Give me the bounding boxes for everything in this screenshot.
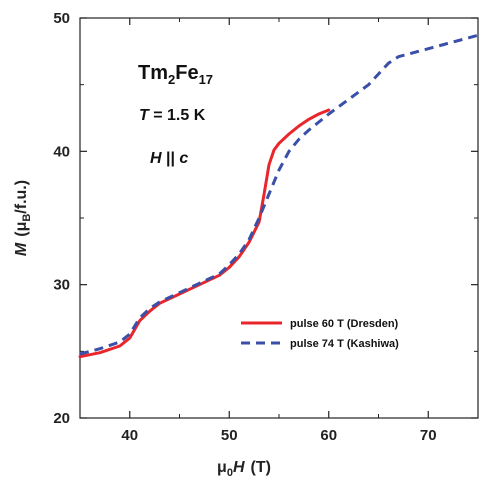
x-tick-label: 50 (221, 427, 238, 444)
y-tick-label: 50 (53, 10, 70, 27)
y-tick-label: 30 (53, 277, 70, 294)
x-axis-label: μ0H (T) (217, 459, 271, 479)
series-dresden-line (78, 108, 331, 359)
x-tick-label: 40 (121, 427, 138, 444)
legend: pulse 60 T (Dresden) pulse 74 T (Kashiwa… (241, 318, 399, 350)
field-annotation: H || c (150, 150, 188, 167)
y-axis-label: M(μB/f.u.) (13, 180, 33, 256)
axis-ticks (79, 17, 479, 419)
legend-label-kashiwa: pulse 74 T (Kashiwa) (290, 338, 399, 350)
x-tick-label: 60 (320, 427, 337, 444)
y-tick-label: 20 (53, 410, 70, 427)
series-kashiwa-line (79, 33, 479, 356)
compound-annotation: Tm2Fe17 (138, 62, 213, 87)
data-curves (78, 33, 479, 359)
x-tick-label: 70 (420, 427, 437, 444)
temperature-annotation: T = 1.5 K (139, 107, 206, 124)
y-tick-label: 40 (53, 143, 70, 160)
tick-labels: 40 50 60 70 20 30 40 50 (53, 10, 436, 444)
legend-label-dresden: pulse 60 T (Dresden) (290, 318, 399, 330)
